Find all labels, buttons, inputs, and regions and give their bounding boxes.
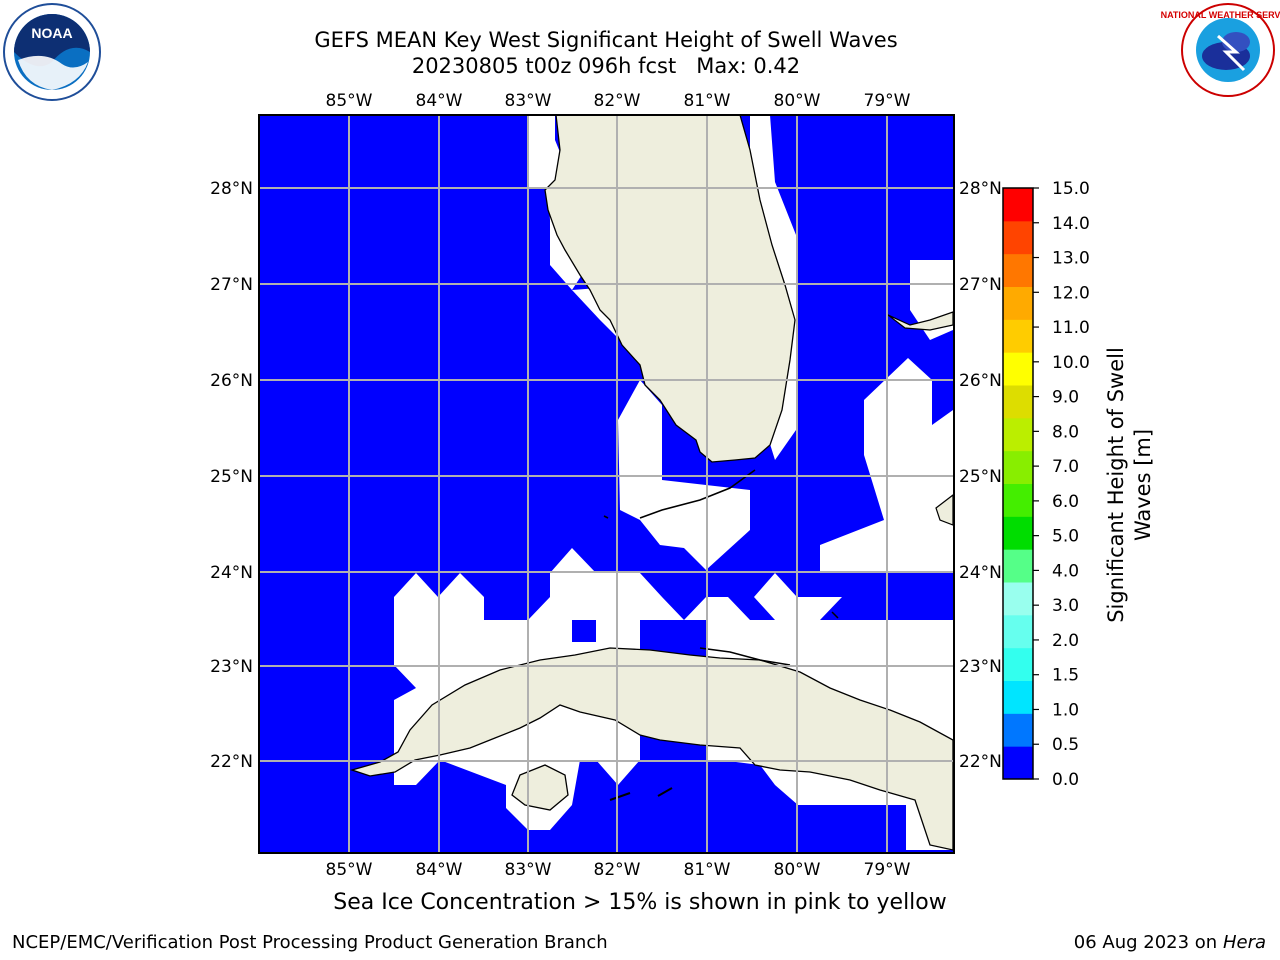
colorbar-tick-label: 10.0 <box>1052 353 1090 373</box>
colorbar-ticks: 0.0 0.5 1.0 1.5 2.0 3.0 4.0 5.0 6.0 7.0 8.0 9.0 10.0… <box>1033 179 1090 790</box>
map-area <box>258 114 955 854</box>
colorbar-segment <box>1003 286 1033 320</box>
colorbar-segment <box>1003 680 1033 714</box>
colorbar-tick-label: 9.0 <box>1052 388 1079 408</box>
lat-labels-left: 28°N 27°N 26°N 25°N 24°N 23°N 22°N <box>210 179 253 772</box>
colorbar-tick-label: 6.0 <box>1052 492 1079 512</box>
lat-labels-right: 28°N 27°N 26°N 25°N 24°N 23°N 22°N <box>959 179 1002 772</box>
isle-of-youth-landmass <box>511 764 569 811</box>
lat-label-right-28n: 28°N <box>959 179 1002 199</box>
sea-ice-note: Sea Ice Concentration > 15% is shown in … <box>333 890 947 915</box>
colorbar-tick-label: 12.0 <box>1052 283 1090 303</box>
noaa-logo: NOAA <box>3 3 101 101</box>
lat-label-left-25n: 25°N <box>210 467 253 487</box>
lat-label-right-22n: 22°N <box>959 752 1002 772</box>
lat-label-right-23n: 23°N <box>959 657 1002 677</box>
colorbar-tick-label: 7.0 <box>1052 457 1079 477</box>
colorbar-segments <box>1003 188 1033 780</box>
lon-label-top-83w: 83°W <box>505 91 552 111</box>
colorbar: 0.0 0.5 1.0 1.5 2.0 3.0 4.0 5.0 6.0 7.0 8.0 9.0 10.0… <box>1002 179 1155 790</box>
colorbar-tick-label: 3.0 <box>1052 596 1079 616</box>
lon-label-bottom-83w: 83°W <box>505 860 552 880</box>
colorbar-segment <box>1003 746 1033 780</box>
lat-label-left-27n: 27°N <box>210 275 253 295</box>
lat-label-left-24n: 24°N <box>210 563 253 583</box>
lat-label-right-24n: 24°N <box>959 563 1002 583</box>
footer-host: Hera <box>1222 932 1266 953</box>
colorbar-segment <box>1003 220 1033 255</box>
colorbar-segment <box>1003 253 1033 287</box>
colorbar-tick-label: 4.0 <box>1052 561 1079 581</box>
colorbar-label-line2: Waves [m] <box>1131 429 1155 541</box>
forecast-run: 20230805 t00z 096h fcst <box>411 54 677 78</box>
colorbar-segment <box>1003 385 1033 419</box>
chart-subtitle: 20230805 t00z 096h fcst Max: 0.42 <box>200 53 1012 79</box>
map-frame <box>258 114 955 854</box>
cays-north <box>699 611 839 666</box>
lat-label-right-26n: 26°N <box>959 371 1002 391</box>
colorbar-segment <box>1003 450 1033 484</box>
lon-label-top-84w: 84°W <box>416 91 463 111</box>
colorbar-segment <box>1003 647 1033 681</box>
lat-label-left-22n: 22°N <box>210 752 253 772</box>
colorbar-tick-label: 0.5 <box>1052 735 1079 755</box>
footer-credit: NCEP/EMC/Verification Post Processing Pr… <box>12 932 608 953</box>
lon-label-bottom-84w: 84°W <box>416 860 463 880</box>
lon-label-bottom-82w: 82°W <box>594 860 641 880</box>
colorbar-tick-label: 8.0 <box>1052 422 1079 442</box>
colorbar-tick-label: 13.0 <box>1052 249 1090 269</box>
colorbar-tick-label: 15.0 <box>1052 179 1090 199</box>
lon-label-top-80w: 80°W <box>774 91 821 111</box>
footer-date-text: 06 Aug 2023 on <box>1073 932 1218 953</box>
colorbar-segment <box>1003 417 1033 452</box>
footer-date: 06 Aug 2023 on Hera <box>1074 932 1266 953</box>
colorbar-tick-label: 1.5 <box>1052 666 1079 686</box>
max-value: Max: 0.42 <box>696 54 801 78</box>
lon-labels-bottom: 85°W 84°W 83°W 82°W 81°W 80°W 79°W <box>326 860 911 880</box>
colorbar-tick-label: 0.0 <box>1052 770 1079 790</box>
graticule <box>259 115 954 853</box>
colorbar-segment <box>1003 582 1033 616</box>
lon-label-bottom-79w: 79°W <box>864 860 911 880</box>
lat-label-left-28n: 28°N <box>210 179 253 199</box>
lat-label-left-23n: 23°N <box>210 657 253 677</box>
lon-label-top-82w: 82°W <box>594 91 641 111</box>
colorbar-segment <box>1003 516 1033 550</box>
colorbar-segment <box>1003 713 1033 747</box>
lat-label-right-27n: 27°N <box>959 275 1002 295</box>
colorbar-segment <box>1003 188 1033 222</box>
nws-logo-text: NATIONAL WEATHER SERVICE <box>1161 10 1280 20</box>
lon-labels-top: 85°W 84°W 83°W 82°W 81°W 80°W 79°W <box>326 91 911 111</box>
colorbar-label-line1: Significant Height of Swell <box>1104 347 1128 623</box>
colorbar-segment <box>1003 614 1033 649</box>
nws-logo: NATIONAL WEATHER SERVICE <box>1161 3 1280 97</box>
colorbar-segment <box>1003 352 1033 386</box>
cuba-landmass <box>349 647 954 851</box>
cays-south <box>609 787 673 801</box>
lon-label-bottom-85w: 85°W <box>326 860 373 880</box>
colorbar-segment <box>1003 319 1033 353</box>
lon-label-top-85w: 85°W <box>326 91 373 111</box>
chart-title: GEFS MEAN Key West Significant Height of… <box>314 28 898 52</box>
lat-label-right-25n: 25°N <box>959 467 1002 487</box>
colorbar-segment <box>1003 549 1033 583</box>
lon-label-bottom-80w: 80°W <box>774 860 821 880</box>
lon-label-top-81w: 81°W <box>684 91 731 111</box>
florida-keys <box>603 469 756 519</box>
colorbar-tick-label: 2.0 <box>1052 631 1079 651</box>
lat-label-left-26n: 26°N <box>210 371 253 391</box>
colorbar-segment <box>1003 483 1033 517</box>
colorbar-frame <box>1002 187 1034 780</box>
lon-label-top-79w: 79°W <box>864 91 911 111</box>
colorbar-tick-label: 14.0 <box>1052 214 1090 234</box>
colorbar-tick-label: 11.0 <box>1052 318 1090 338</box>
lon-label-bottom-81w: 81°W <box>684 860 731 880</box>
noaa-logo-text: NOAA <box>31 25 72 41</box>
colorbar-tick-label: 5.0 <box>1052 527 1079 547</box>
colorbar-tick-label: 1.0 <box>1052 700 1079 720</box>
